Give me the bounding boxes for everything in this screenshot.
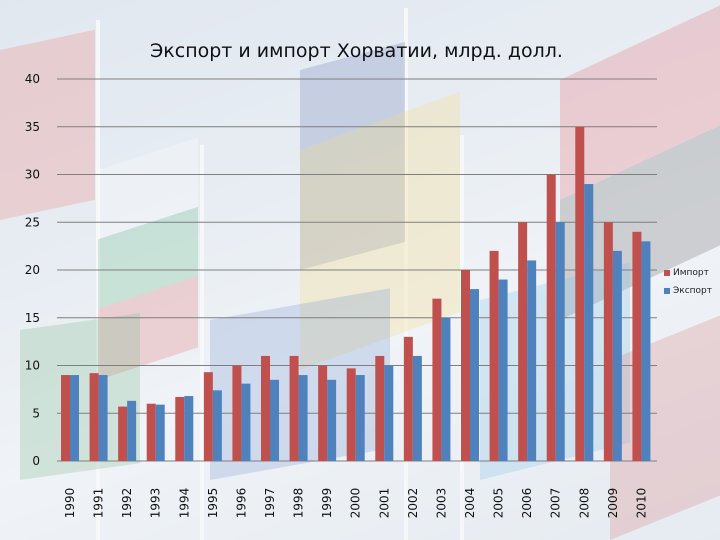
bar-import bbox=[89, 373, 99, 461]
legend-swatch-export bbox=[664, 287, 670, 294]
x-tick-label: 1997 bbox=[263, 488, 277, 519]
x-tick-label: 1999 bbox=[320, 488, 334, 519]
x-tick-label: 2000 bbox=[349, 488, 363, 519]
bar-import bbox=[432, 298, 442, 461]
y-tick-label: 30 bbox=[25, 168, 40, 182]
y-tick-label: 20 bbox=[25, 263, 40, 277]
bar-export bbox=[584, 184, 594, 462]
bar-import bbox=[175, 397, 185, 461]
y-tick-label: 35 bbox=[25, 120, 40, 134]
x-tick-label: 2007 bbox=[549, 488, 563, 519]
bar-export bbox=[412, 355, 422, 461]
bar-import bbox=[203, 372, 213, 461]
bar-import bbox=[61, 375, 70, 461]
bar-import bbox=[146, 403, 156, 461]
x-tick-label: 1996 bbox=[234, 488, 248, 519]
bar-export bbox=[384, 365, 394, 461]
bar-import bbox=[489, 250, 499, 461]
x-tick-label: 2005 bbox=[492, 488, 506, 519]
bar-import bbox=[118, 406, 128, 461]
chart-title: Экспорт и импорт Хорватии, млрд. долл. bbox=[150, 40, 563, 62]
y-tick-label: 40 bbox=[25, 72, 40, 86]
bar-export bbox=[212, 390, 222, 461]
x-tick-label: 2003 bbox=[434, 488, 448, 519]
bar-export bbox=[441, 317, 451, 461]
bar-import bbox=[346, 368, 356, 461]
bars bbox=[61, 126, 651, 462]
y-tick-label: 25 bbox=[25, 215, 40, 229]
bar-export bbox=[298, 375, 308, 461]
y-axis-ticks: 0 5 10 15 20 25 30 35 40 bbox=[25, 72, 40, 468]
bar-import bbox=[232, 365, 242, 461]
bar-import bbox=[375, 355, 385, 461]
bar-export bbox=[70, 375, 79, 461]
bar-import bbox=[318, 365, 328, 461]
legend-swatch-import bbox=[664, 269, 670, 276]
x-tick-label: 2002 bbox=[406, 488, 420, 519]
bar-export bbox=[355, 375, 365, 461]
bar-export bbox=[641, 241, 651, 461]
x-tick-label: 1998 bbox=[292, 488, 306, 519]
bar-export bbox=[127, 400, 137, 461]
y-tick-label: 0 bbox=[32, 454, 40, 468]
x-tick-label: 2001 bbox=[377, 488, 391, 519]
bar-export bbox=[155, 404, 165, 461]
bar-import bbox=[546, 174, 556, 461]
x-tick-label: 2009 bbox=[606, 488, 620, 519]
legend-label-import: Импорт bbox=[673, 268, 709, 278]
flagpole bbox=[96, 20, 100, 540]
legend-item-export: Экспорт bbox=[664, 286, 712, 296]
bar-export bbox=[241, 383, 251, 461]
x-tick-label: 2004 bbox=[463, 488, 477, 519]
bar-import bbox=[518, 222, 528, 461]
bar-export bbox=[184, 396, 194, 461]
bar-export bbox=[527, 260, 537, 461]
bar-export bbox=[270, 379, 279, 461]
y-tick-label: 5 bbox=[32, 406, 40, 420]
y-tick-label: 10 bbox=[25, 359, 40, 373]
x-tick-label: 2010 bbox=[634, 488, 648, 519]
bar-export bbox=[470, 289, 479, 461]
bar-export bbox=[98, 375, 108, 461]
y-tick-label: 15 bbox=[25, 311, 40, 325]
legend-item-import: Импорт bbox=[664, 268, 709, 278]
bar-import bbox=[403, 336, 413, 461]
bar-export bbox=[612, 250, 622, 461]
x-tick-label: 1990 bbox=[63, 488, 77, 519]
bar-import bbox=[632, 231, 642, 461]
x-tick-label: 2006 bbox=[520, 488, 534, 519]
bar-import bbox=[575, 126, 585, 461]
x-tick-label: 1992 bbox=[120, 488, 134, 519]
x-tick-label: 1994 bbox=[177, 488, 191, 519]
bar-export bbox=[555, 222, 565, 461]
x-tick-label: 1995 bbox=[206, 488, 220, 519]
bar-import bbox=[603, 222, 613, 461]
flagpole bbox=[200, 145, 204, 540]
flagpole bbox=[404, 8, 408, 540]
bar-import bbox=[289, 355, 299, 461]
bar-import bbox=[461, 270, 470, 461]
x-tick-label: 1991 bbox=[92, 488, 106, 519]
x-tick-label: 2008 bbox=[577, 488, 591, 519]
x-axis-ticks: 1990 1991 1992 1993 1994 1995 1996 1997 1998 1999… bbox=[63, 488, 648, 519]
x-tick-label: 1993 bbox=[149, 488, 163, 519]
bar-export bbox=[327, 379, 337, 461]
bar-import bbox=[261, 355, 270, 461]
bar-export bbox=[498, 279, 508, 461]
legend-label-export: Экспорт bbox=[673, 286, 713, 296]
